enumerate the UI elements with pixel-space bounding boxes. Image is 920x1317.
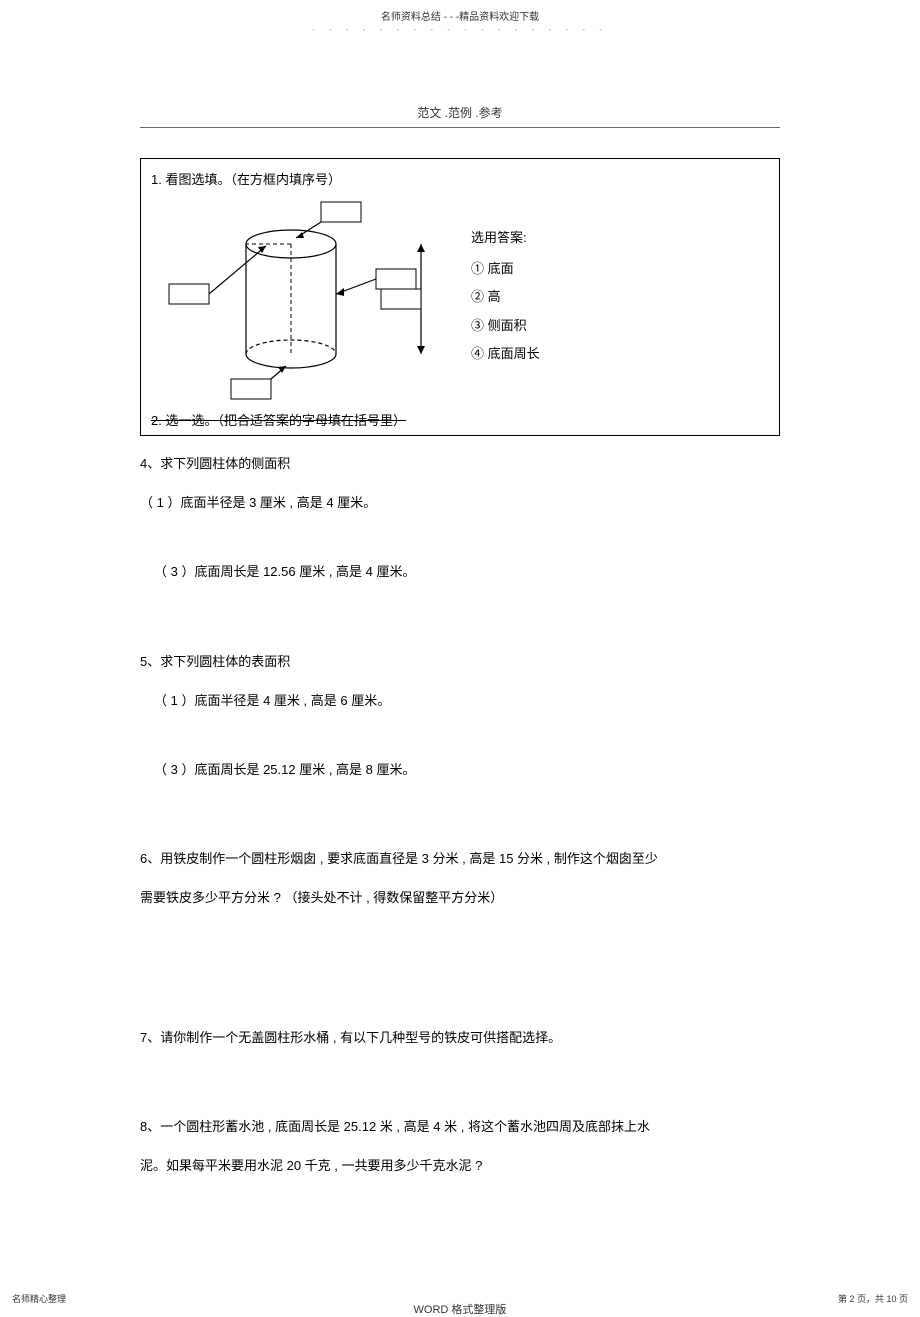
header-text: 名师资料总结 - - -精品资料欢迎下载 (0, 0, 920, 23)
bottom-left-text: 名师精心整理 (12, 1292, 66, 1305)
answer-choices: 选用答案: ① 底面 ② 高 ③ 侧面积 ④ 底面周长 (471, 194, 540, 369)
problem-5-title: 5、求下列圆柱体的表面积 (140, 646, 780, 677)
problem-4-3: （ 3 ）底面周长是 12.56 厘米 , 高是 4 厘米。 (140, 556, 780, 587)
footer-text: WORD 格式整理版 (140, 1301, 780, 1317)
diagram-content: 选用答案: ① 底面 ② 高 ③ 侧面积 ④ 底面周长 (151, 194, 769, 404)
problem-6-line1: 6、用铁皮制作一个圆柱形烟囱 , 要求底面直径是 3 分米 , 高是 15 分米… (140, 843, 780, 874)
header-dots: - - - - - - - - - - - - - - - - - - (0, 25, 920, 34)
q1-title: 1. 看图选填。（在方框内填序号） (151, 169, 769, 188)
answer-1: ① 底面 (471, 255, 540, 284)
bottom-right-text: 第 2 页，共 10 页 (838, 1292, 908, 1305)
page-title: 范文 .范例 .参考 (140, 104, 780, 128)
diagram-box: 1. 看图选填。（在方框内填序号） (140, 158, 780, 436)
problem-8-line1: 8、一个圆柱形蓄水池 , 底面周长是 25.12 米 , 高是 4 米 , 将这… (140, 1111, 780, 1142)
problem-4-1: （ 1 ）底面半径是 3 厘米 , 高是 4 厘米。 (140, 487, 780, 518)
problem-8-line2: 泥。如果每平米要用水泥 20 千克 , 一共要用多少千克水泥 ? (140, 1150, 780, 1181)
answer-2: ② 高 (471, 283, 540, 312)
problem-5-3: （ 3 ）底面周长是 25.12 厘米 , 高是 8 厘米。 (140, 754, 780, 785)
q2-text: 2. 选一选。（把合适答案的字母填在括号里） (151, 410, 769, 429)
problem-5-1: （ 1 ）底面半径是 4 厘米 , 高是 6 厘米。 (140, 685, 780, 716)
answer-4: ④ 底面周长 (471, 340, 540, 369)
answers-title: 选用答案: (471, 224, 540, 253)
problem-7: 7、请你制作一个无盖圆柱形水桶 , 有以下几种型号的铁皮可供搭配选择。 (140, 1022, 780, 1053)
problem-6-line2: 需要铁皮多少平方分米 ? （接头处不计 , 得数保留整平方分米） (140, 882, 780, 913)
problem-4-title: 4、求下列圆柱体的侧面积 (140, 448, 780, 479)
cylinder-diagram (151, 194, 431, 404)
content-area: 1. 看图选填。（在方框内填序号） (140, 128, 780, 1317)
answer-3: ③ 侧面积 (471, 312, 540, 341)
